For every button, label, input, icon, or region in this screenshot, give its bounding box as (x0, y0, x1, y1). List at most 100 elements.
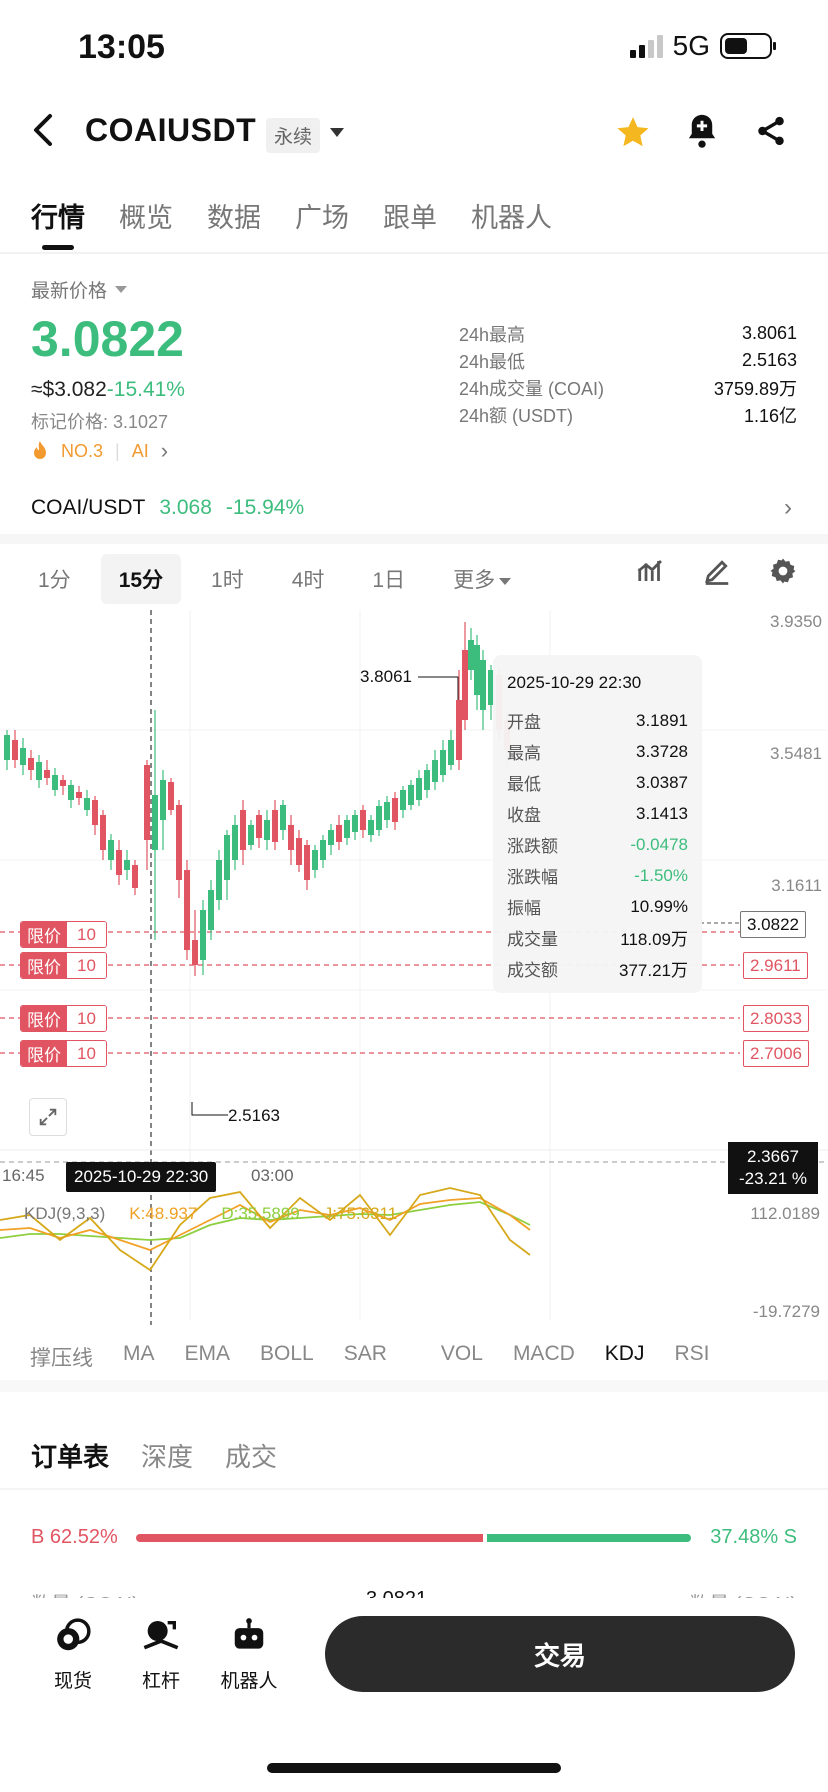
coin-tags[interactable]: NO.3 | AI › (31, 438, 168, 464)
chevron-right-icon[interactable]: › (160, 438, 169, 463)
price-change: -15.41% (106, 378, 185, 401)
candle-body (200, 910, 206, 960)
tab-copy-trade[interactable]: 跟单 (383, 203, 437, 233)
candlestick (280, 800, 286, 840)
back-button[interactable] (28, 110, 58, 150)
trade-button[interactable]: 交易 (325, 1616, 795, 1692)
timeframe-15m[interactable]: 15分 (100, 554, 182, 604)
candlestick (184, 860, 190, 960)
tab-data[interactable]: 数据 (207, 203, 261, 233)
stat-value: 2.5163 (741, 350, 797, 370)
candlestick (448, 730, 454, 770)
nav-bot[interactable]: 机器人 (209, 1614, 289, 1693)
tab-market[interactable]: 行情 (31, 203, 85, 233)
order-price-tag[interactable]: 2.9611 (743, 952, 808, 979)
order-price-tag[interactable]: 2.7006 (743, 1040, 809, 1067)
status-bar-right: 5G (629, 30, 776, 62)
category-tag[interactable]: AI (131, 440, 149, 461)
indicator-rsi[interactable]: RSI (674, 1342, 710, 1365)
low-pointer (191, 1102, 228, 1116)
candlestick (468, 628, 474, 680)
timeframe-1m[interactable]: 1分 (38, 569, 71, 592)
indicator-ema[interactable]: EMA (184, 1342, 231, 1365)
candle-body (360, 810, 366, 830)
chevron-right-icon[interactable]: › (784, 494, 792, 521)
indicator-kdj[interactable]: KDJ (604, 1342, 645, 1365)
candlestick (480, 650, 486, 730)
share-icon[interactable] (754, 114, 788, 153)
tab-trades[interactable]: 成交 (225, 1442, 278, 1472)
limit-order-tag[interactable]: 限价 10 (20, 952, 107, 979)
current-price-tag: 3.0822 (740, 911, 806, 938)
price-alert-bell-icon[interactable] (684, 112, 720, 155)
low-price-label: 2.5163 (228, 1106, 280, 1125)
tab-bot[interactable]: 机器人 (471, 203, 552, 233)
indicator-support[interactable]: 撑压线 (30, 1347, 93, 1370)
limit-order-tag[interactable]: 限价 10 (20, 921, 107, 948)
draw-pen-icon[interactable] (702, 556, 732, 591)
nav-spot[interactable]: 现货 (33, 1614, 113, 1693)
kdj-d-value: D:35.5899 (221, 1204, 300, 1223)
candlestick (84, 790, 90, 816)
candle-body (144, 765, 150, 840)
indicator-ma[interactable]: MA (123, 1342, 155, 1365)
candlestick (4, 730, 10, 770)
candlestick (416, 770, 422, 806)
candle-body (60, 780, 66, 786)
contract-type-badge[interactable]: 永续 (266, 118, 321, 153)
candle-body (408, 785, 414, 805)
candle-body (432, 760, 438, 782)
indicator-boll[interactable]: BOLL (260, 1342, 314, 1365)
pair-title[interactable]: COAIUSDT (85, 112, 257, 148)
spot-pair-row[interactable]: COAI/USDT 3.068 -15.94% (31, 496, 304, 520)
tab-overview[interactable]: 概览 (119, 203, 173, 233)
main-tabs: 行情 概览 数据 广场 跟单 机器人 (31, 196, 552, 235)
candle-body (160, 780, 166, 820)
candle-body (376, 806, 382, 830)
sell-ratio-bar (487, 1534, 691, 1542)
candle-body (20, 748, 26, 765)
expand-icon (39, 1108, 57, 1126)
candlestick (76, 786, 82, 805)
spot-pair-change: -15.94% (225, 496, 305, 519)
kdj-j-value: J:75.6311 (323, 1204, 398, 1223)
timeframe-4h[interactable]: 4时 (291, 569, 325, 592)
candle-body (216, 860, 222, 900)
expand-chart-button[interactable] (29, 1098, 67, 1136)
24h-stats: 24h最高 3.8061 24h最低 2.5163 24h成交量 (COAI) 375… (459, 320, 797, 428)
rank-tag[interactable]: NO.3 (61, 440, 104, 461)
order-price-tag[interactable]: 2.8033 (743, 1005, 809, 1032)
limit-order-tag[interactable]: 限价 10 (20, 1040, 107, 1067)
status-time: 13:05 (78, 28, 165, 66)
chevron-down-icon[interactable] (330, 128, 344, 137)
tab-depth[interactable]: 深度 (141, 1442, 194, 1472)
indicator-icon[interactable] (636, 556, 666, 591)
nav-leverage[interactable]: 杠杆 (121, 1614, 201, 1693)
caret-down-icon[interactable] (115, 286, 127, 293)
high-pointer (418, 676, 459, 700)
candle-body (68, 785, 74, 800)
price-label[interactable]: 最新价格 (31, 281, 108, 302)
indicator-vol[interactable]: VOL (440, 1342, 483, 1365)
settings-gear-icon[interactable] (768, 556, 798, 591)
candlestick (408, 780, 414, 810)
timeframe-more[interactable]: 更多 (435, 554, 529, 604)
limit-order-tag[interactable]: 限价 10 (20, 1005, 107, 1032)
candlestick (256, 810, 262, 848)
candle-body (4, 735, 10, 760)
candle-tooltip: 2025-10-29 22:30 开盘 3.1891 最高 3.3728 最低 3.0… (493, 655, 702, 993)
candlestick (248, 820, 254, 850)
indicator-macd[interactable]: MACD (512, 1342, 575, 1365)
stat-label: 24h最低 (459, 351, 526, 372)
candlestick (304, 840, 310, 890)
favorite-star-icon[interactable] (614, 114, 652, 157)
candlestick (152, 710, 158, 940)
tab-orderbook[interactable]: 订单表 (31, 1442, 110, 1472)
candlestick (224, 830, 230, 900)
timeframe-1h[interactable]: 1时 (211, 569, 244, 592)
indicator-sar[interactable]: SAR (343, 1342, 387, 1365)
timeframe-1d[interactable]: 1日 (372, 569, 406, 592)
tab-square[interactable]: 广场 (295, 203, 349, 233)
candlestick (462, 622, 468, 730)
candle-body (152, 795, 158, 850)
